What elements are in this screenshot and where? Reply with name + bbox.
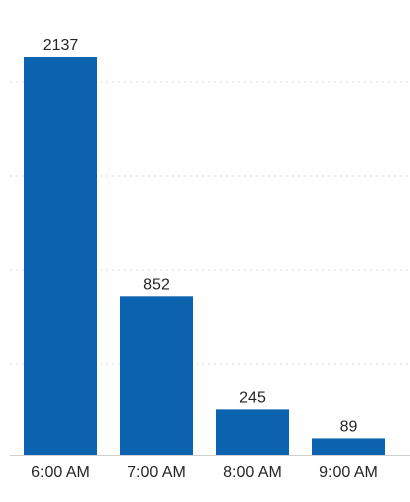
data-label: 2137 xyxy=(43,37,79,54)
x-tick-label: 9:00 AM xyxy=(319,464,378,481)
x-tick-label: 8:00 AM xyxy=(223,464,282,481)
data-label: 852 xyxy=(143,276,170,293)
bar-9-00-am[interactable] xyxy=(312,438,385,455)
data-label: 245 xyxy=(239,389,266,406)
bar-7-00-am[interactable] xyxy=(120,296,193,455)
x-tick-label: 6:00 AM xyxy=(31,464,90,481)
data-label: 89 xyxy=(340,418,358,435)
bar-8-00-am[interactable] xyxy=(216,409,289,455)
bar-6-00-am[interactable] xyxy=(24,57,97,455)
x-tick-label: 7:00 AM xyxy=(127,464,186,481)
